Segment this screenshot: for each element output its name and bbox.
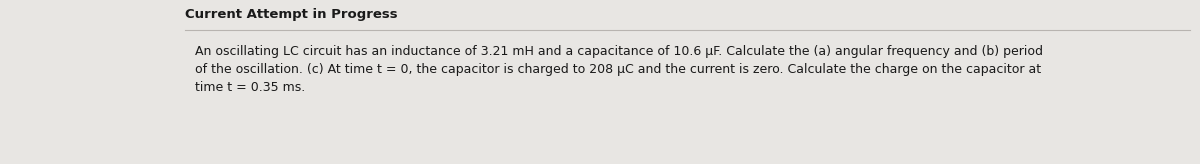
Text: Current Attempt in Progress: Current Attempt in Progress: [185, 8, 397, 21]
Text: time t = 0.35 ms.: time t = 0.35 ms.: [194, 81, 305, 94]
Text: of the oscillation. (c) At time t = 0, the capacitor is charged to 208 μC and th: of the oscillation. (c) At time t = 0, t…: [194, 63, 1042, 76]
Text: An oscillating LC circuit has an inductance of 3.21 mH and a capacitance of 10.6: An oscillating LC circuit has an inducta…: [194, 45, 1043, 58]
